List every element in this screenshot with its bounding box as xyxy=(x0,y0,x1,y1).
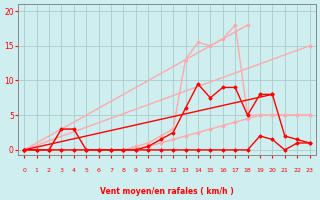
X-axis label: Vent moyen/en rafales ( km/h ): Vent moyen/en rafales ( km/h ) xyxy=(100,187,234,196)
